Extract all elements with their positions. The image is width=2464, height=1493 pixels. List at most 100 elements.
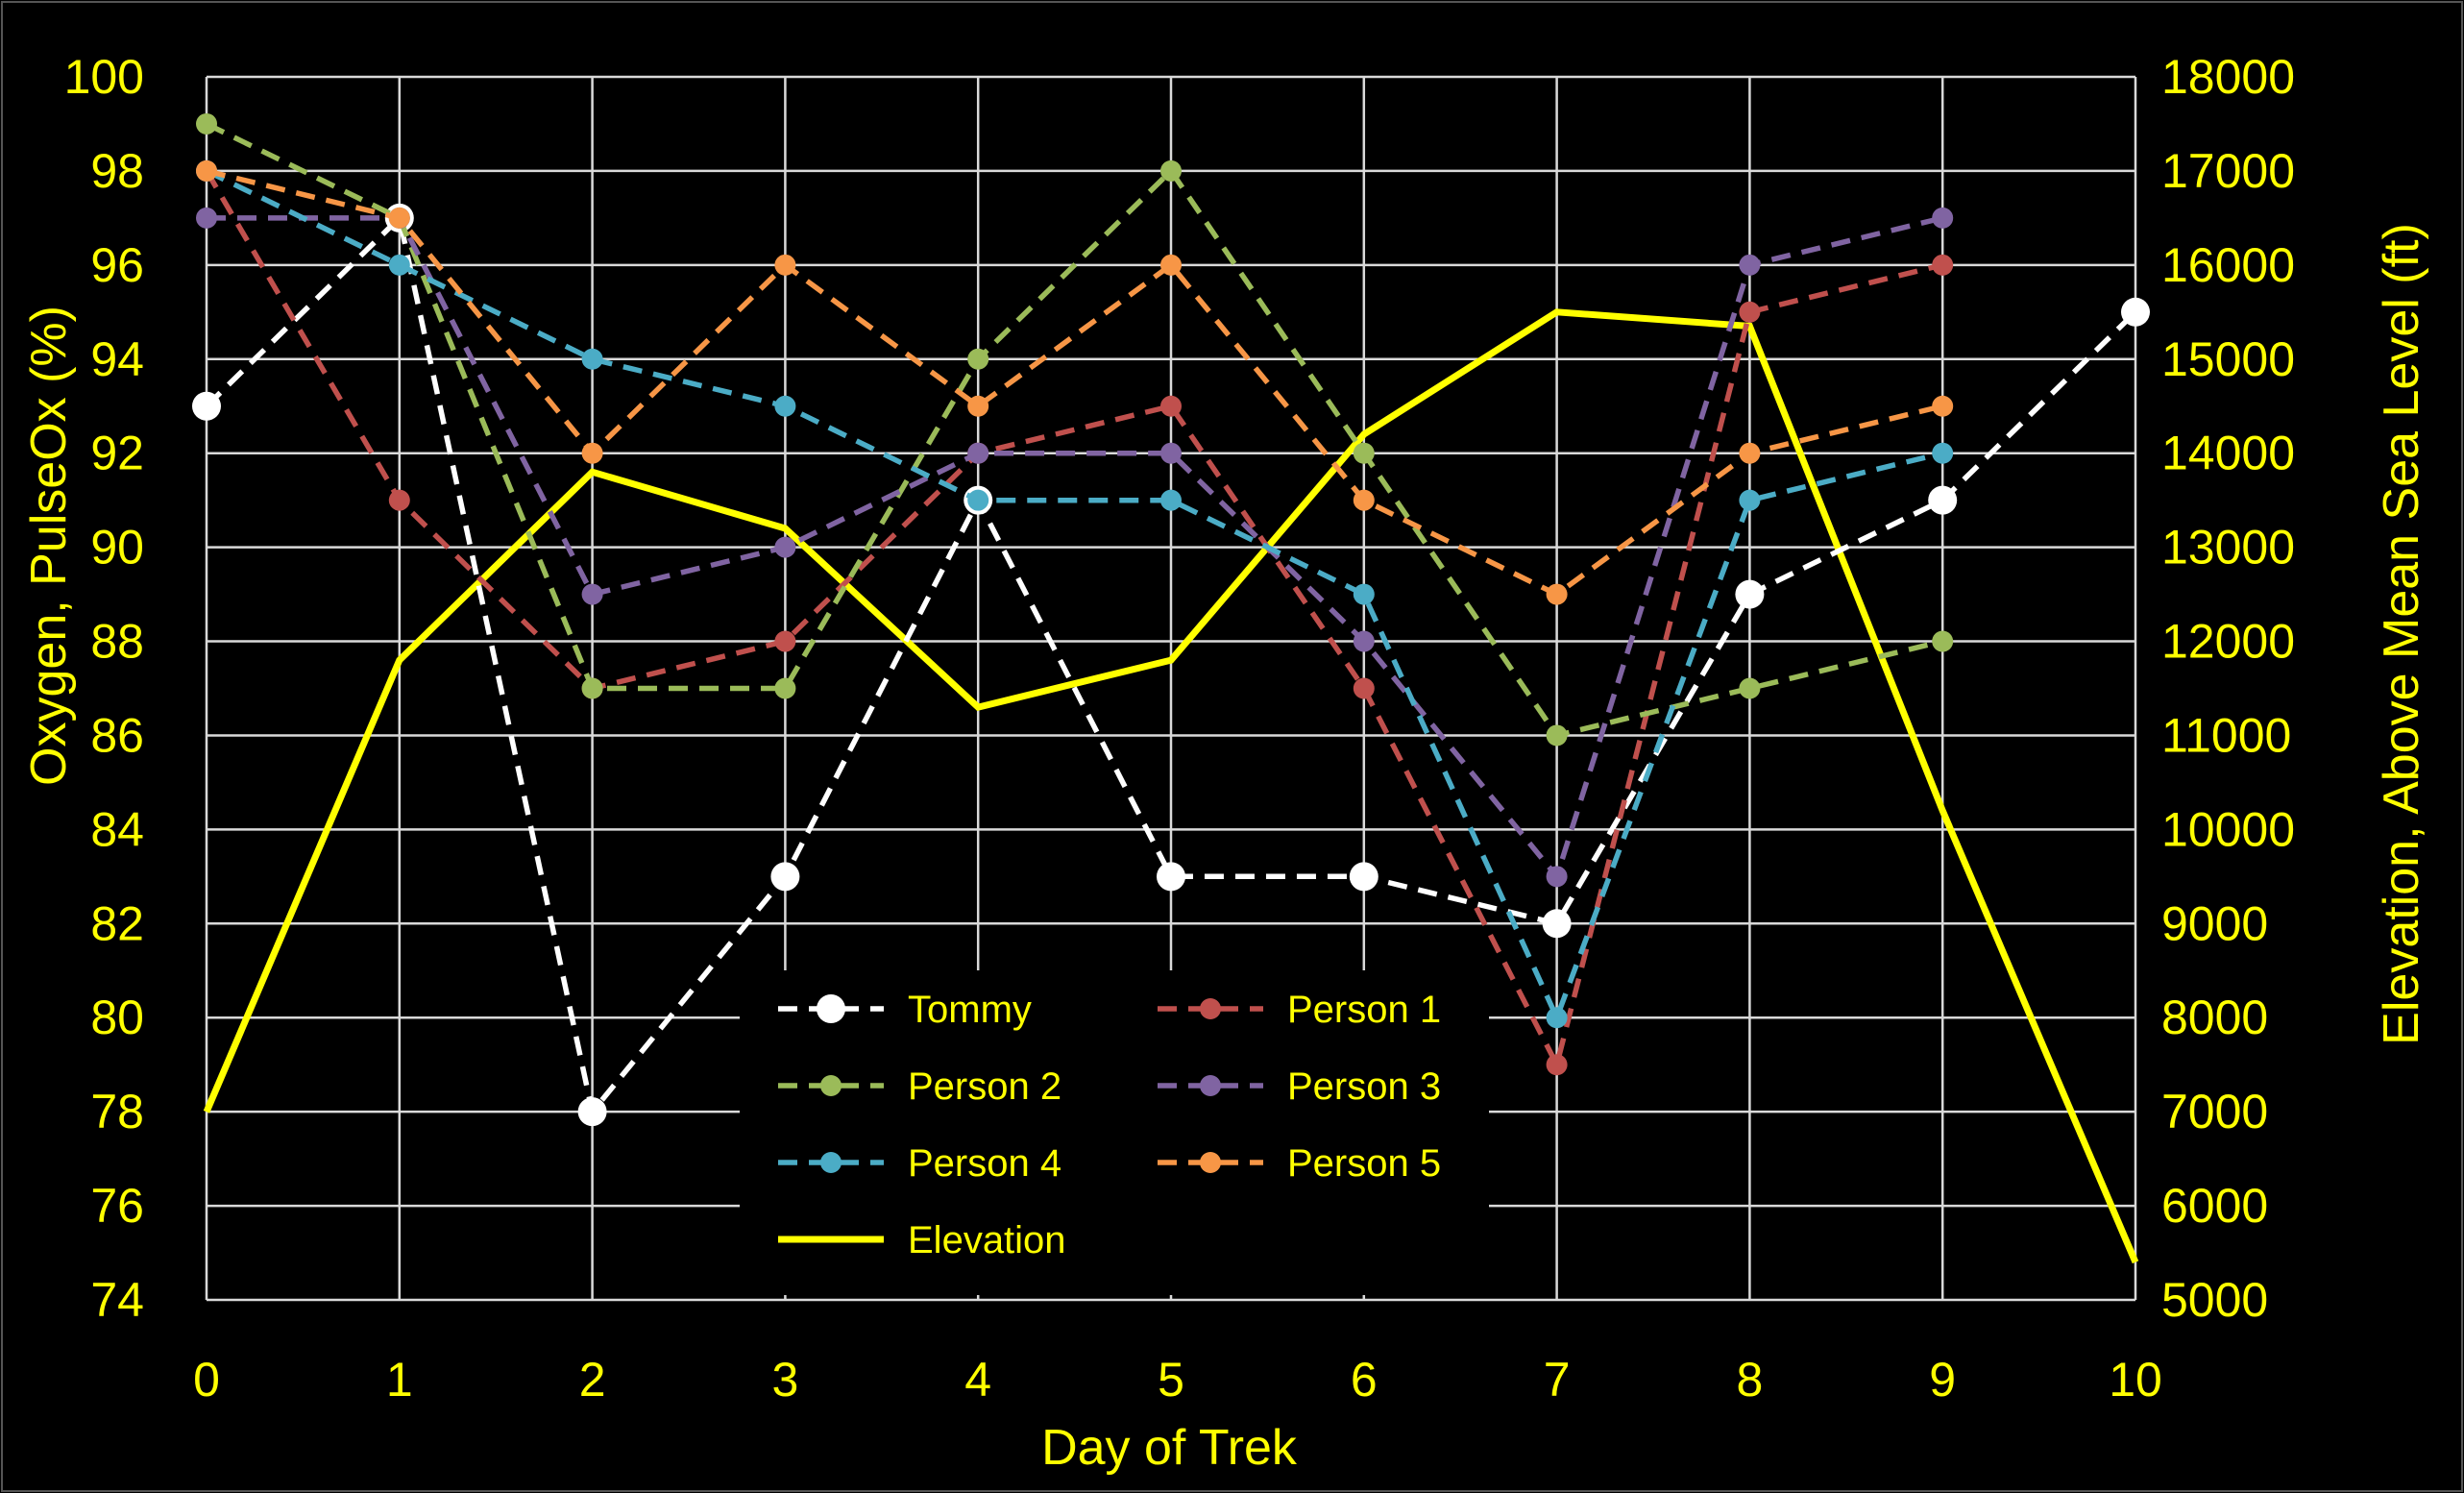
data-point (1160, 254, 1182, 276)
data-point (1932, 442, 1954, 464)
data-point (774, 254, 796, 276)
data-point (1353, 677, 1375, 699)
legend-marker (1200, 1152, 1221, 1173)
data-point (1349, 862, 1378, 892)
data-point (1160, 159, 1182, 182)
y-tick-label-left: 84 (90, 802, 144, 856)
y-tick-label-right: 10000 (2161, 802, 2295, 856)
legend-marker (1200, 1075, 1221, 1096)
y-tick-label-right: 7000 (2161, 1085, 2268, 1138)
data-point (1160, 442, 1182, 464)
legend-label: Person 4 (908, 1142, 1061, 1185)
y-tick-label-right: 11000 (2161, 708, 2291, 762)
data-point (388, 254, 410, 276)
data-point (1546, 1054, 1568, 1076)
data-point (2121, 297, 2150, 327)
data-point (1739, 301, 1761, 323)
series-line (205, 121, 1943, 739)
data-point (581, 583, 603, 605)
x-tick-label: 0 (193, 1353, 220, 1407)
data-point (770, 862, 800, 892)
y-tick-label-right: 12000 (2161, 615, 2295, 669)
x-axis-title: Day of Trek (1041, 1420, 1298, 1476)
legend-label: Person 5 (1287, 1142, 1441, 1185)
y-axis-title-left: Oxygen, PulseOx (%) (21, 306, 77, 786)
legend-marker (817, 994, 845, 1023)
legend-item: Person 2 (778, 1065, 1061, 1108)
data-point (1739, 677, 1761, 699)
data-point (774, 536, 796, 558)
data-point (192, 391, 221, 421)
legend-item: Person 3 (1158, 1065, 1441, 1108)
data-point (388, 207, 410, 229)
data-point (196, 207, 217, 229)
data-point (1353, 583, 1375, 605)
data-point (1932, 207, 1954, 229)
y-tick-label-right: 16000 (2161, 238, 2295, 292)
data-point (1932, 395, 1954, 417)
y-tick-label-left: 92 (90, 427, 144, 480)
x-tick-label: 9 (1929, 1353, 1956, 1407)
y-tick-label-left: 100 (64, 50, 144, 104)
y-tick-label-left: 88 (90, 615, 144, 669)
data-point (1932, 254, 1954, 276)
legend-marker (820, 1075, 842, 1096)
y-tick-label-left: 78 (90, 1085, 144, 1138)
series-line (207, 215, 1943, 882)
data-point (967, 348, 989, 370)
y-tick-label-right: 9000 (2161, 896, 2268, 950)
data-point (1157, 862, 1185, 892)
data-point (1546, 866, 1568, 888)
legend-label: Person 3 (1287, 1065, 1441, 1108)
legend-marker (820, 1152, 842, 1173)
series-line (204, 169, 1943, 1072)
series-line (206, 168, 1943, 598)
x-tick-label: 6 (1351, 1353, 1378, 1407)
y-tick-label-left: 90 (90, 521, 144, 575)
data-point (967, 489, 989, 511)
data-point (774, 395, 796, 417)
y-tick-label-right: 5000 (2161, 1273, 2268, 1327)
data-point (388, 489, 410, 511)
legend-item: Elevation (778, 1219, 1066, 1261)
data-point (1546, 1007, 1568, 1029)
legend-item: Person 4 (778, 1142, 1061, 1185)
data-point (1546, 583, 1568, 605)
legend-label: Person 1 (1287, 989, 1441, 1031)
y-tick-label-right: 17000 (2161, 144, 2295, 198)
y-tick-label-left: 94 (90, 332, 144, 386)
data-point (774, 677, 796, 699)
y-tick-label-right: 15000 (2161, 332, 2295, 386)
data-point (967, 442, 989, 464)
tick-labels: 7476788082848688909294969810050006000700… (64, 50, 2295, 1407)
y-tick-label-left: 76 (90, 1179, 144, 1233)
data-point (577, 1097, 607, 1127)
series-person-5 (196, 159, 1954, 605)
data-point (1160, 395, 1182, 417)
series-line (205, 212, 2137, 1118)
y-tick-label-right: 18000 (2161, 50, 2295, 104)
y-tick-label-left: 98 (90, 144, 144, 198)
legend-label: Elevation (908, 1219, 1066, 1261)
data-point (1160, 489, 1182, 511)
x-tick-label: 8 (1736, 1353, 1763, 1407)
data-point (196, 112, 217, 135)
y-tick-label-right: 14000 (2161, 427, 2295, 480)
x-tick-label: 7 (1544, 1353, 1571, 1407)
data-point (1542, 909, 1572, 939)
data-point (1353, 442, 1375, 464)
x-tick-label: 3 (771, 1353, 798, 1407)
y-axis-title-right: Elevation, Above Mean Sea Level (ft) (2374, 223, 2429, 1045)
data-point (581, 442, 603, 464)
x-tick-label: 1 (386, 1353, 413, 1407)
y-tick-label-right: 8000 (2161, 991, 2268, 1044)
legend-item: Person 5 (1158, 1142, 1441, 1185)
data-point (967, 395, 989, 417)
x-tick-label: 10 (2109, 1353, 2162, 1407)
data-point (1353, 489, 1375, 511)
y-tick-label-left: 74 (90, 1273, 144, 1327)
legend-item: Tommy (778, 989, 1032, 1031)
data-point (1353, 630, 1375, 652)
data-point (1739, 489, 1761, 511)
